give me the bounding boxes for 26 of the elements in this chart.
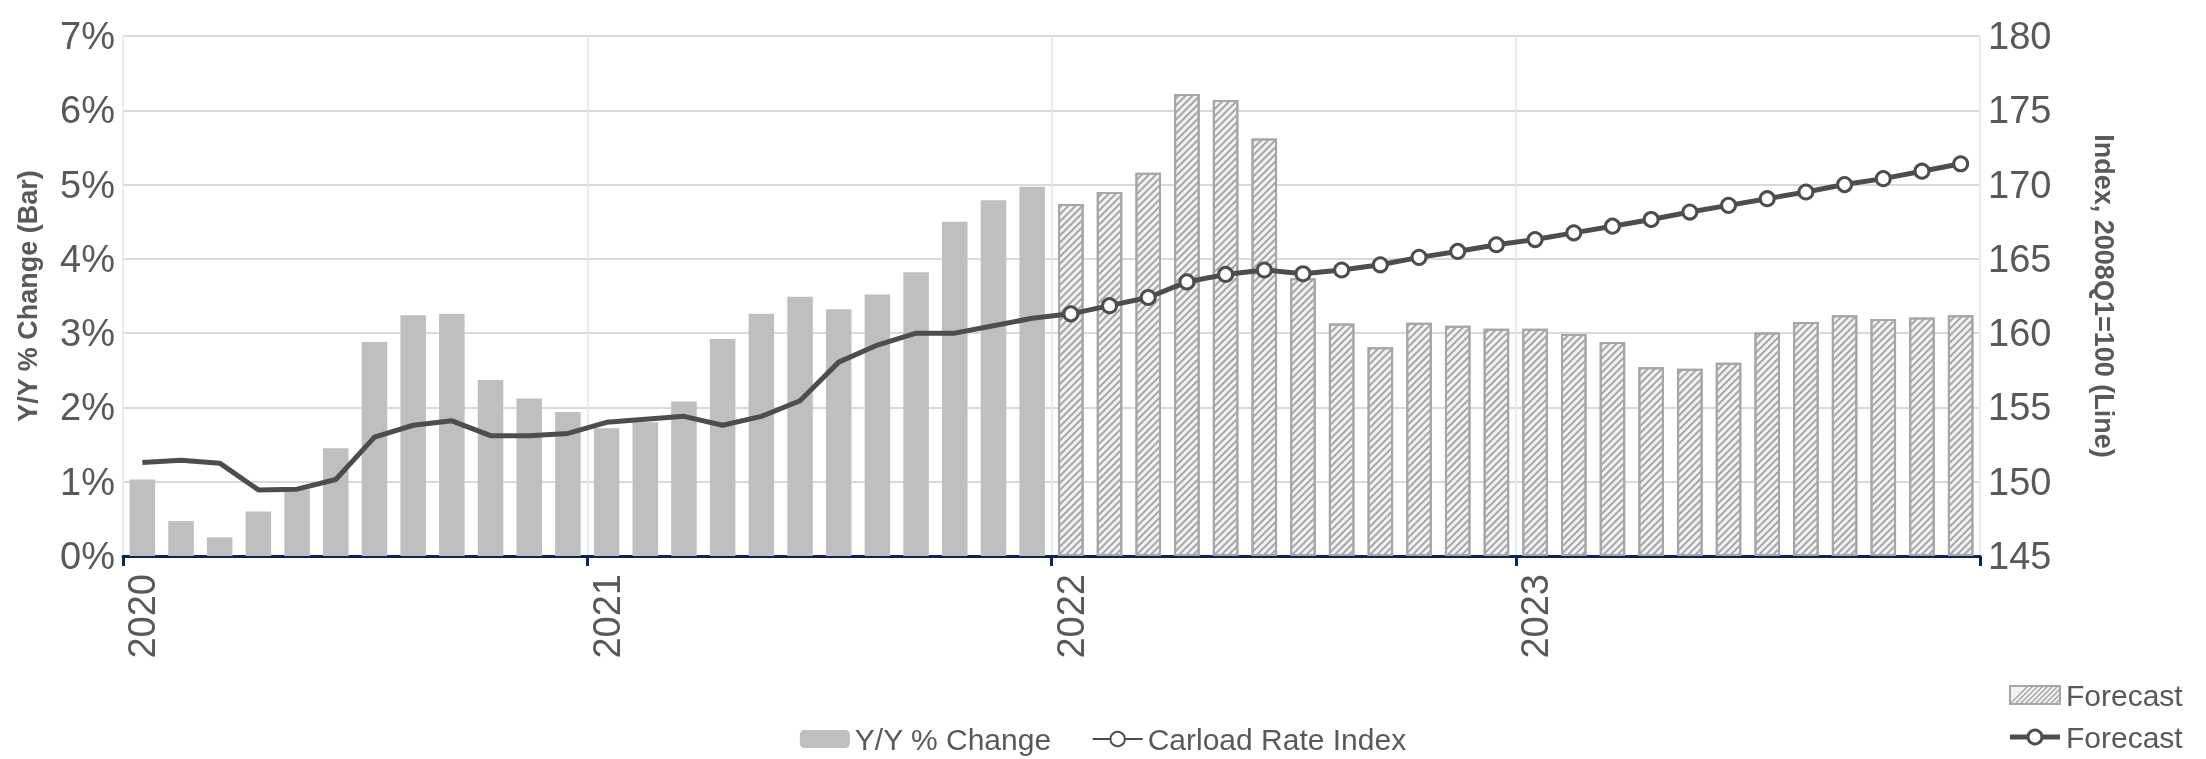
y2-tick-label: 160 [1988,312,2052,355]
legend-label: Forecast [2066,678,2184,712]
y2-tick-label: 175 [1988,89,2052,132]
x-tick-label: 2022 [1049,574,1092,659]
y2-tick-label: 180 [1988,15,2052,57]
y2-tick-label: 155 [1988,386,2052,429]
legend-label: Forecast [2066,720,2184,754]
y-tick-label: 6% [60,89,115,132]
y-tick-label: 4% [60,237,115,280]
y-tick-label: 7% [60,15,115,57]
y2-tick-label: 145 [1988,535,2052,577]
y2-axis-title: Index, 2008Q1=100 (Line) [2088,134,2119,458]
x-tick-label: 2023 [1514,574,1557,659]
y-tick-label: 3% [60,312,115,355]
y-tick-label: 2% [60,386,115,429]
y2-tick-label: 150 [1988,460,2052,503]
y-tick-label: 1% [60,460,115,503]
legend-label: Carload Rate Index [1147,722,1407,756]
y-axis-title: Y/Y % Change (Bar) [12,170,43,422]
x-tick-label: 2020 [121,574,164,659]
y2-tick-label: 165 [1988,237,2052,280]
y-tick-label: 0% [60,535,115,577]
y2-tick-label: 170 [1988,163,2052,206]
legend-label: Y/Y % Change [854,722,1052,756]
x-tick-label: 2021 [585,574,628,659]
y-tick-label: 5% [60,163,115,206]
